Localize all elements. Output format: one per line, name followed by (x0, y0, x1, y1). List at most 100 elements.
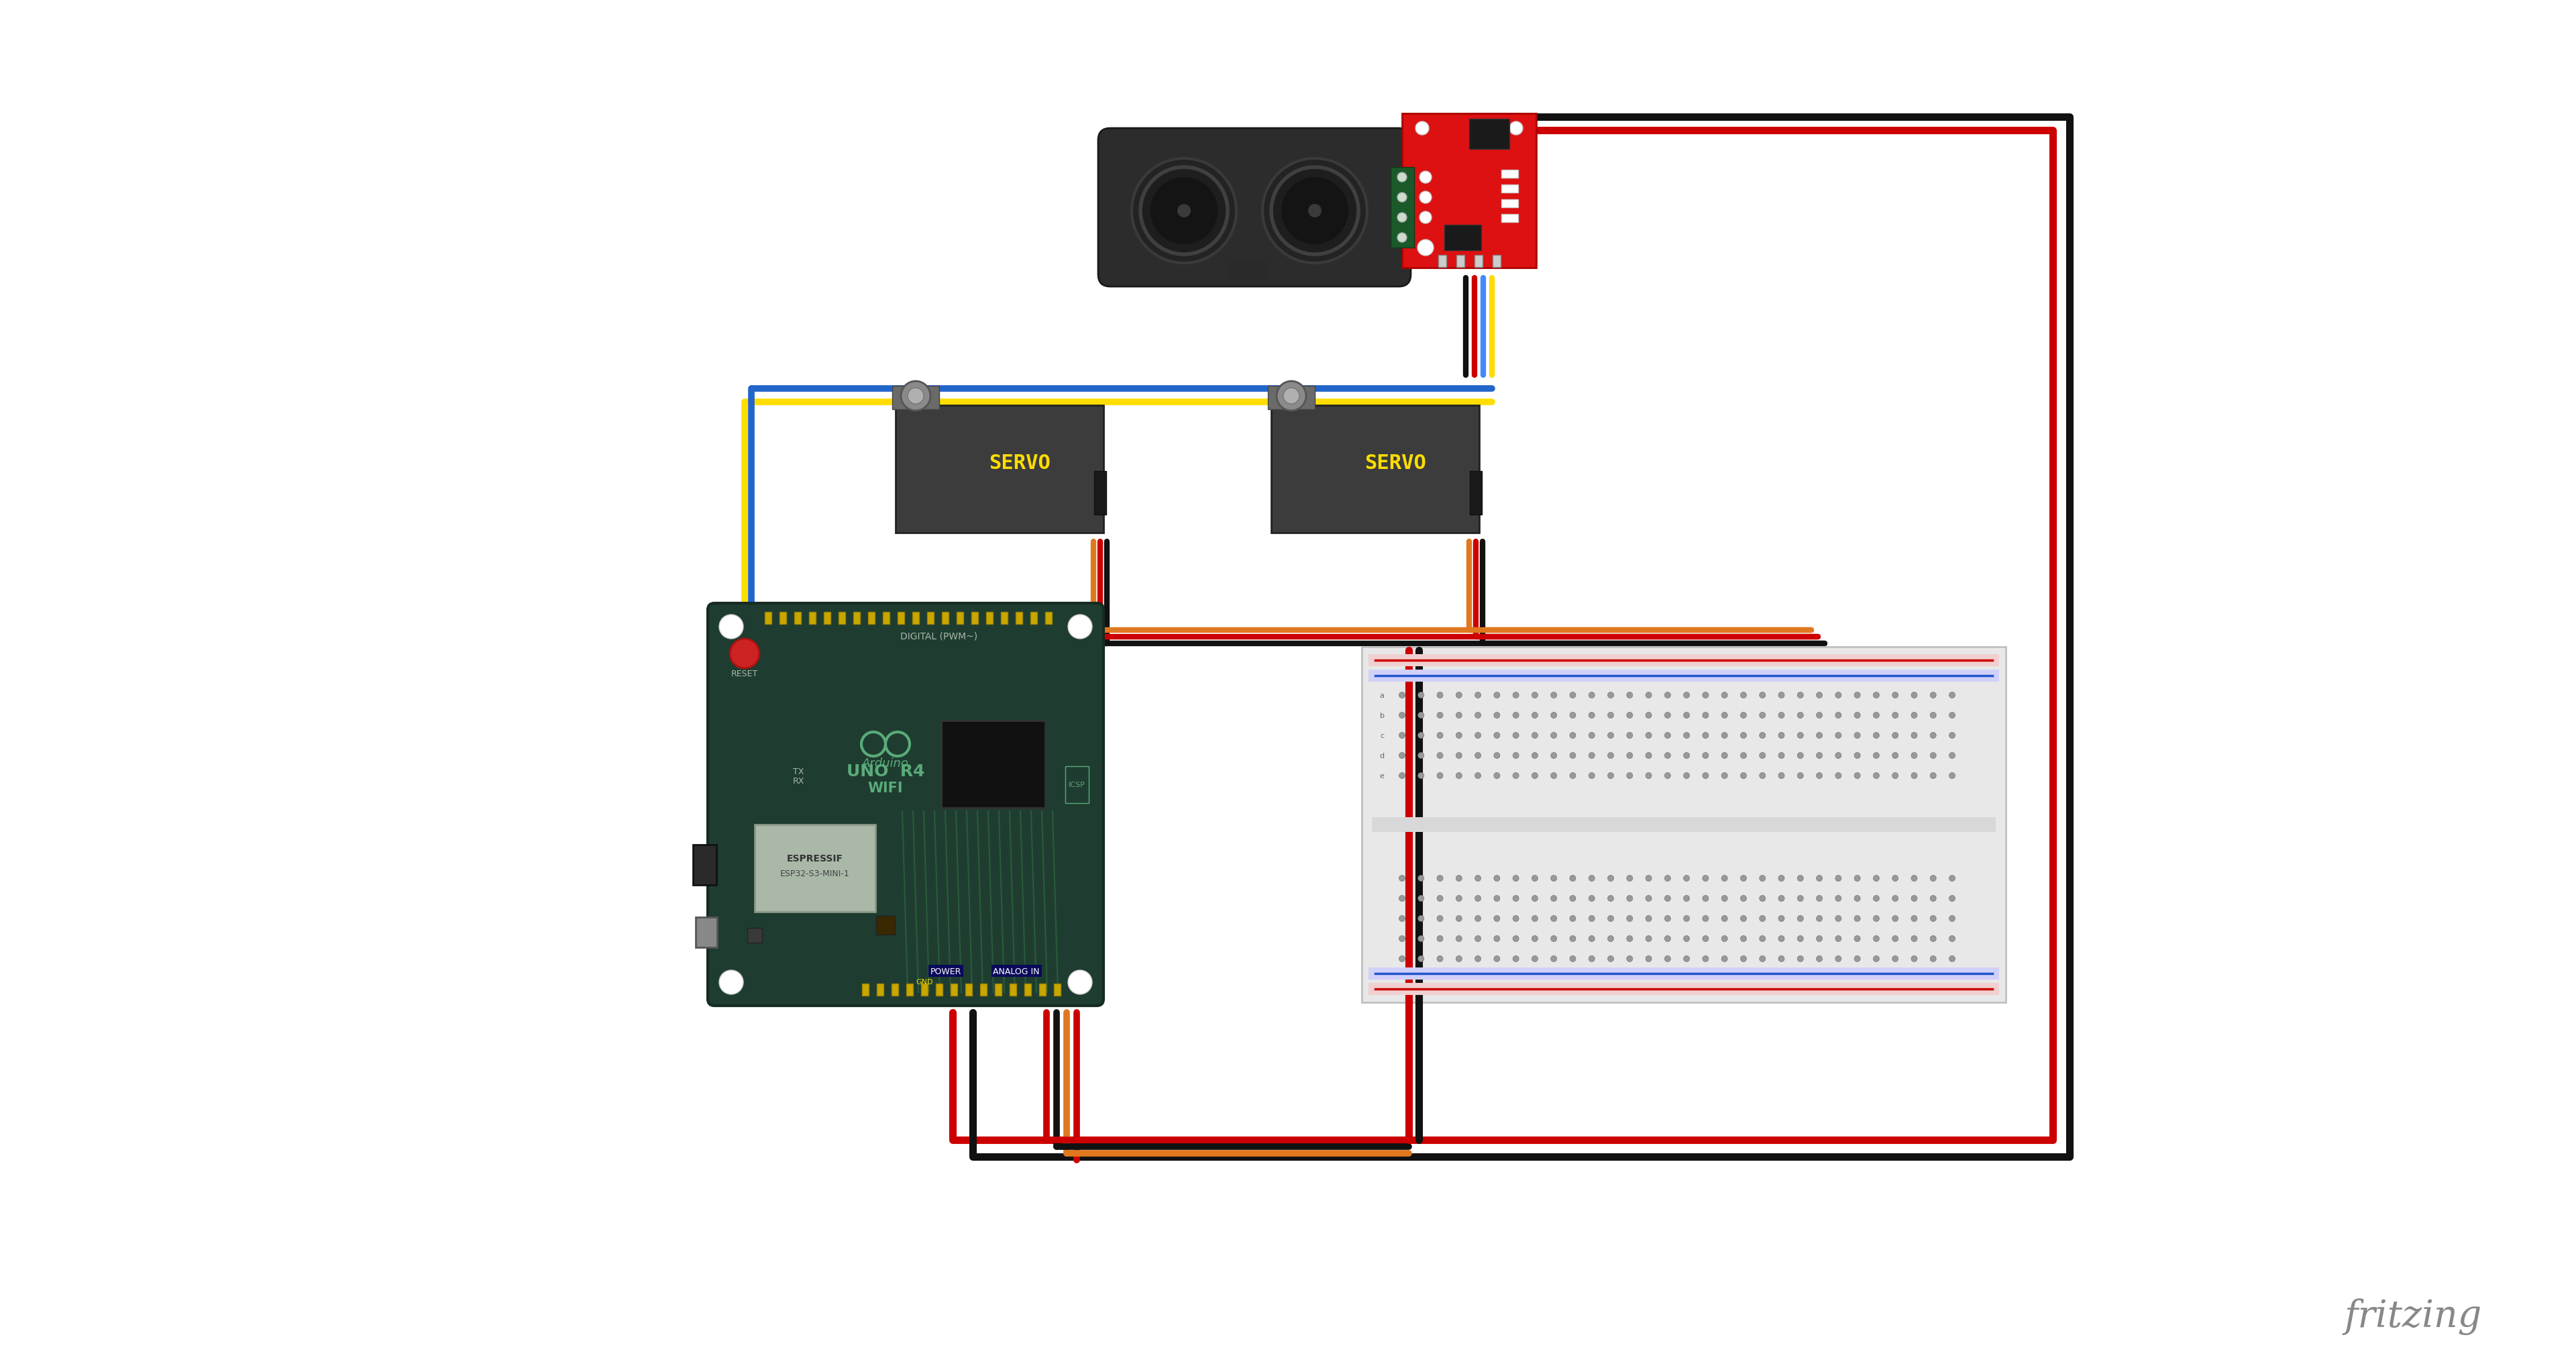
Circle shape (1950, 956, 1955, 962)
Circle shape (1607, 692, 1613, 699)
Circle shape (1417, 713, 1425, 718)
Circle shape (1417, 733, 1425, 739)
Circle shape (1911, 733, 1917, 739)
Circle shape (1589, 915, 1595, 922)
Circle shape (1512, 773, 1520, 778)
Circle shape (1417, 752, 1425, 759)
Bar (1229, 263, 1267, 280)
Circle shape (719, 616, 744, 639)
Circle shape (1476, 733, 1481, 739)
Circle shape (1646, 936, 1651, 941)
Circle shape (1798, 773, 1803, 778)
Circle shape (1777, 915, 1785, 922)
Bar (1038, 984, 1046, 996)
Circle shape (1703, 956, 1708, 962)
Circle shape (1741, 896, 1747, 902)
Circle shape (1646, 713, 1651, 718)
Circle shape (1873, 896, 1880, 902)
Circle shape (1685, 713, 1690, 718)
Circle shape (1664, 752, 1672, 759)
Circle shape (1873, 752, 1880, 759)
Circle shape (1950, 936, 1955, 941)
Circle shape (1569, 936, 1577, 941)
Circle shape (1777, 773, 1785, 778)
Circle shape (1437, 915, 1443, 922)
Circle shape (1798, 896, 1803, 902)
Bar (922, 984, 927, 996)
Bar (1502, 200, 1517, 208)
Text: e: e (1381, 773, 1383, 780)
Circle shape (1721, 876, 1728, 881)
Circle shape (1741, 713, 1747, 718)
Circle shape (1399, 876, 1404, 881)
Circle shape (1476, 713, 1481, 718)
Text: b: b (1381, 713, 1383, 718)
Circle shape (1551, 936, 1556, 941)
Circle shape (1741, 733, 1747, 739)
Bar (1502, 171, 1517, 178)
Circle shape (1476, 915, 1481, 922)
Circle shape (1950, 692, 1955, 699)
Bar (1368, 670, 1999, 683)
Circle shape (1950, 713, 1955, 718)
Circle shape (1798, 956, 1803, 962)
Circle shape (1777, 956, 1785, 962)
Circle shape (1569, 915, 1577, 922)
Circle shape (1551, 896, 1556, 902)
Circle shape (1069, 616, 1092, 639)
Circle shape (1816, 956, 1821, 962)
Bar (809, 613, 817, 624)
Circle shape (1929, 956, 1937, 962)
Bar (951, 984, 958, 996)
Circle shape (1551, 773, 1556, 778)
Bar (1445, 226, 1481, 250)
Circle shape (1396, 172, 1406, 182)
Circle shape (1437, 956, 1443, 962)
Bar (1471, 471, 1481, 514)
Circle shape (1494, 915, 1499, 922)
Bar (1030, 613, 1038, 624)
Bar (1095, 471, 1105, 514)
Circle shape (1893, 896, 1899, 902)
Circle shape (1533, 936, 1538, 941)
Circle shape (1607, 876, 1613, 881)
Bar (876, 917, 894, 934)
Circle shape (1703, 876, 1708, 881)
Circle shape (1777, 713, 1785, 718)
Text: DIGITAL (PWM~): DIGITAL (PWM~) (902, 631, 979, 640)
Bar (793, 613, 801, 624)
Circle shape (1569, 773, 1577, 778)
Bar (1368, 654, 1999, 666)
Circle shape (1893, 876, 1899, 881)
Bar (956, 613, 963, 624)
Circle shape (1131, 159, 1236, 264)
Bar (868, 613, 876, 624)
Circle shape (1911, 915, 1917, 922)
Circle shape (1855, 876, 1860, 881)
Circle shape (1816, 713, 1821, 718)
Circle shape (1625, 915, 1633, 922)
Circle shape (1685, 752, 1690, 759)
Circle shape (1950, 752, 1955, 759)
Circle shape (1721, 936, 1728, 941)
Circle shape (1721, 915, 1728, 922)
Text: ICSP: ICSP (1069, 781, 1084, 788)
Circle shape (1494, 956, 1499, 962)
Bar (755, 825, 876, 912)
Bar (891, 984, 899, 996)
Circle shape (1777, 936, 1785, 941)
Circle shape (1533, 692, 1538, 699)
Text: POWER: POWER (930, 967, 961, 975)
Circle shape (1703, 896, 1708, 902)
Circle shape (1589, 956, 1595, 962)
Circle shape (1741, 773, 1747, 778)
Bar (902, 804, 1056, 938)
Circle shape (1512, 896, 1520, 902)
Circle shape (1721, 956, 1728, 962)
Circle shape (1455, 773, 1463, 778)
Circle shape (1664, 876, 1672, 881)
Circle shape (1569, 733, 1577, 739)
Circle shape (1417, 915, 1425, 922)
Circle shape (1873, 692, 1880, 699)
Circle shape (1437, 733, 1443, 739)
